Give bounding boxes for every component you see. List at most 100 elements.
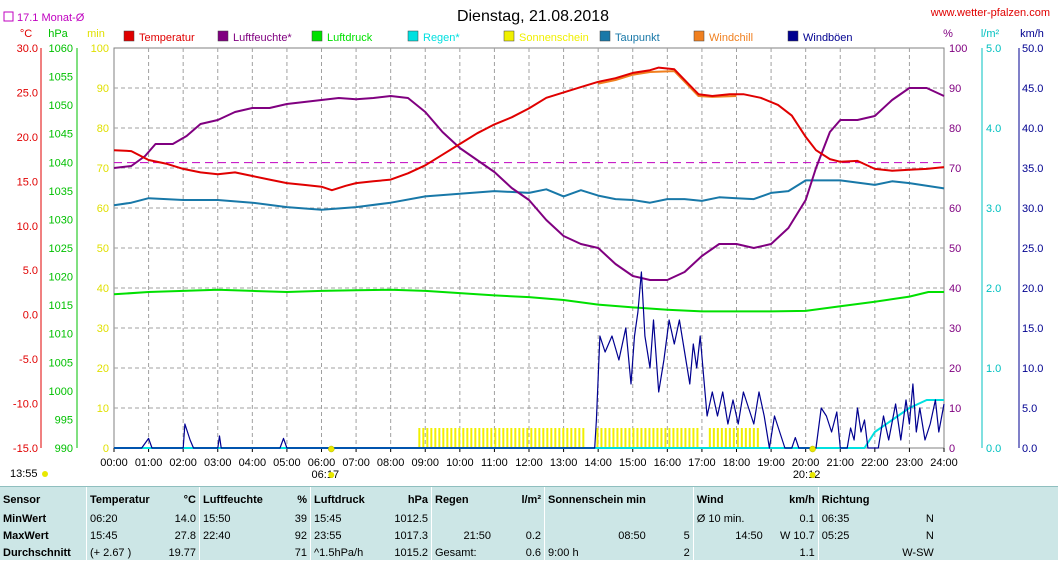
stats-cell: N xyxy=(925,529,934,542)
stats-cell: 06:35 xyxy=(817,510,885,527)
temp-tick-label: 25.0 xyxy=(17,87,38,99)
temp-tick-label: 10.0 xyxy=(17,221,38,233)
pressure-tick-label: 1005 xyxy=(49,357,73,369)
sunshine-bars xyxy=(418,428,759,448)
sunshine-bar xyxy=(616,428,619,448)
rain-tick-label: 2.0 xyxy=(986,283,1001,295)
sunshine-bar xyxy=(502,428,505,448)
pressure-unit-label: hPa xyxy=(48,28,68,40)
stats-cell: 1015.2 xyxy=(394,546,428,559)
sunshine-bar xyxy=(596,428,599,448)
stats-row-label: Durchschnitt xyxy=(3,546,71,559)
humidity-tick-label: 100 xyxy=(949,43,967,55)
stats-cell: 1012.5 xyxy=(394,512,428,525)
wind-tick-label: 30.0 xyxy=(1022,203,1043,215)
x-tick-label: 10:00 xyxy=(446,457,474,469)
legend-swatch xyxy=(311,30,323,42)
plot-series xyxy=(113,66,945,449)
axes: 00:00 01:00 02:00 03:00 04:00 05:00 06:00 07:00… xyxy=(13,43,1044,469)
humidity-unit-label: % xyxy=(943,28,953,40)
x-tick-label: 23:00 xyxy=(896,457,924,469)
temp-tick-label: 20.0 xyxy=(17,132,38,144)
sunshine-bar xyxy=(732,428,735,448)
legend-swatch xyxy=(787,30,799,42)
humidity-tick-label: 20 xyxy=(949,363,961,375)
stats-cell: 0.6 xyxy=(525,546,541,559)
x-tick-label: 09:00 xyxy=(411,457,439,469)
wind-tick-label: 25.0 xyxy=(1022,243,1043,255)
wind-tick-label: 15.0 xyxy=(1022,323,1043,335)
sunshine-bar xyxy=(696,428,699,448)
axis-unit-row: °C hPa min% l/m² km/h xyxy=(20,28,1044,40)
stats-cell xyxy=(649,510,694,527)
sunshine-tick-label: 20 xyxy=(97,363,109,375)
sunshine-bar xyxy=(644,428,647,448)
pressure-tick-label: 1060 xyxy=(49,43,73,55)
sunshine-bar xyxy=(522,428,525,448)
rain-tick-label: 5.0 xyxy=(986,43,1001,55)
sunshine-bar xyxy=(542,428,545,448)
humidity-tick-label: 90 xyxy=(949,83,961,95)
legend-label: Windchill xyxy=(709,32,753,44)
stats-cell: 2 xyxy=(683,546,690,559)
x-tick-label: 22:00 xyxy=(861,457,889,469)
legend-swatch xyxy=(407,30,419,42)
sunshine-bar xyxy=(656,428,659,448)
sunshine-bar xyxy=(538,428,541,448)
sunrise-label-icon xyxy=(328,472,335,478)
x-tick-label: 07:00 xyxy=(342,457,370,469)
legend-label: Regen* xyxy=(423,32,460,44)
stats-cell: 0.1 xyxy=(799,512,815,525)
legend-swatch xyxy=(599,30,611,42)
wind-tick-label: 10.0 xyxy=(1022,363,1043,375)
stats-row-label: MaxWert xyxy=(3,529,49,542)
rain-unit-label: l/m² xyxy=(981,28,1000,40)
sunshine-bar xyxy=(692,428,695,448)
sunshine-bar xyxy=(566,428,569,448)
sunshine-bar xyxy=(600,428,603,448)
legend-label: Taupunkt xyxy=(615,32,660,44)
sunshine-bar xyxy=(636,428,639,448)
wind-tick-label: 0.0 xyxy=(1022,443,1037,455)
temp-tick-label: 15.0 xyxy=(17,176,38,188)
wind-tick-label: 35.0 xyxy=(1022,163,1043,175)
stats-cell: W 10.7 xyxy=(779,529,815,542)
temp-tick-label: 5.0 xyxy=(23,265,38,277)
sunshine-bar xyxy=(628,428,631,448)
sunshine-bar xyxy=(498,428,501,448)
sunshine-bar xyxy=(486,428,489,448)
legend: Temperatur Luftfeuchte* Luftdruck Regen* Son… xyxy=(123,30,853,44)
temp-tick-label: -15.0 xyxy=(13,443,38,455)
site-link[interactable]: www.wetter-pfalzen.com xyxy=(930,7,1050,19)
sunshine-bar xyxy=(620,428,623,448)
stats-header-wind-unit: km/h xyxy=(789,494,815,506)
x-tick-label: 16:00 xyxy=(654,457,682,469)
sunshine-bar xyxy=(578,428,581,448)
sunshine-bar xyxy=(470,428,473,448)
stats-cell xyxy=(431,510,494,527)
stats-cell: 15:45 xyxy=(310,510,381,527)
sunrise-label: 06:17 xyxy=(312,469,340,481)
sunshine-bar xyxy=(748,428,751,448)
x-tick-label: 05:00 xyxy=(273,457,301,469)
sunshine-bar xyxy=(422,428,425,448)
sunshine-bar xyxy=(752,428,755,448)
stats-cell: 1.1 xyxy=(799,546,815,559)
stats-header-dir-val xyxy=(885,487,937,510)
stats-cell xyxy=(692,544,766,561)
sunshine-bar xyxy=(668,428,671,448)
stats-header-row: Sensor Temperatur °C Luftfeuchte % Luftd… xyxy=(0,487,937,510)
stats-cell xyxy=(199,544,266,561)
sunshine-tick-label: 80 xyxy=(97,123,109,135)
stats-table: Sensor Temperatur °C Luftfeuchte % Luftd… xyxy=(0,487,937,561)
x-tick-label: 12:00 xyxy=(515,457,543,469)
sunshine-bar xyxy=(426,428,429,448)
sun-markers: 06:17 20:12 xyxy=(312,445,820,481)
stats-cell: 9:00 h xyxy=(543,544,649,561)
stats-cell: 14:50 xyxy=(692,527,766,544)
humidity-tick-label: 70 xyxy=(949,163,961,175)
stats-header-hum: Luftfeuchte xyxy=(199,487,266,510)
stats-cell xyxy=(543,510,649,527)
series-windchill xyxy=(597,70,737,98)
sunshine-bar xyxy=(518,428,521,448)
